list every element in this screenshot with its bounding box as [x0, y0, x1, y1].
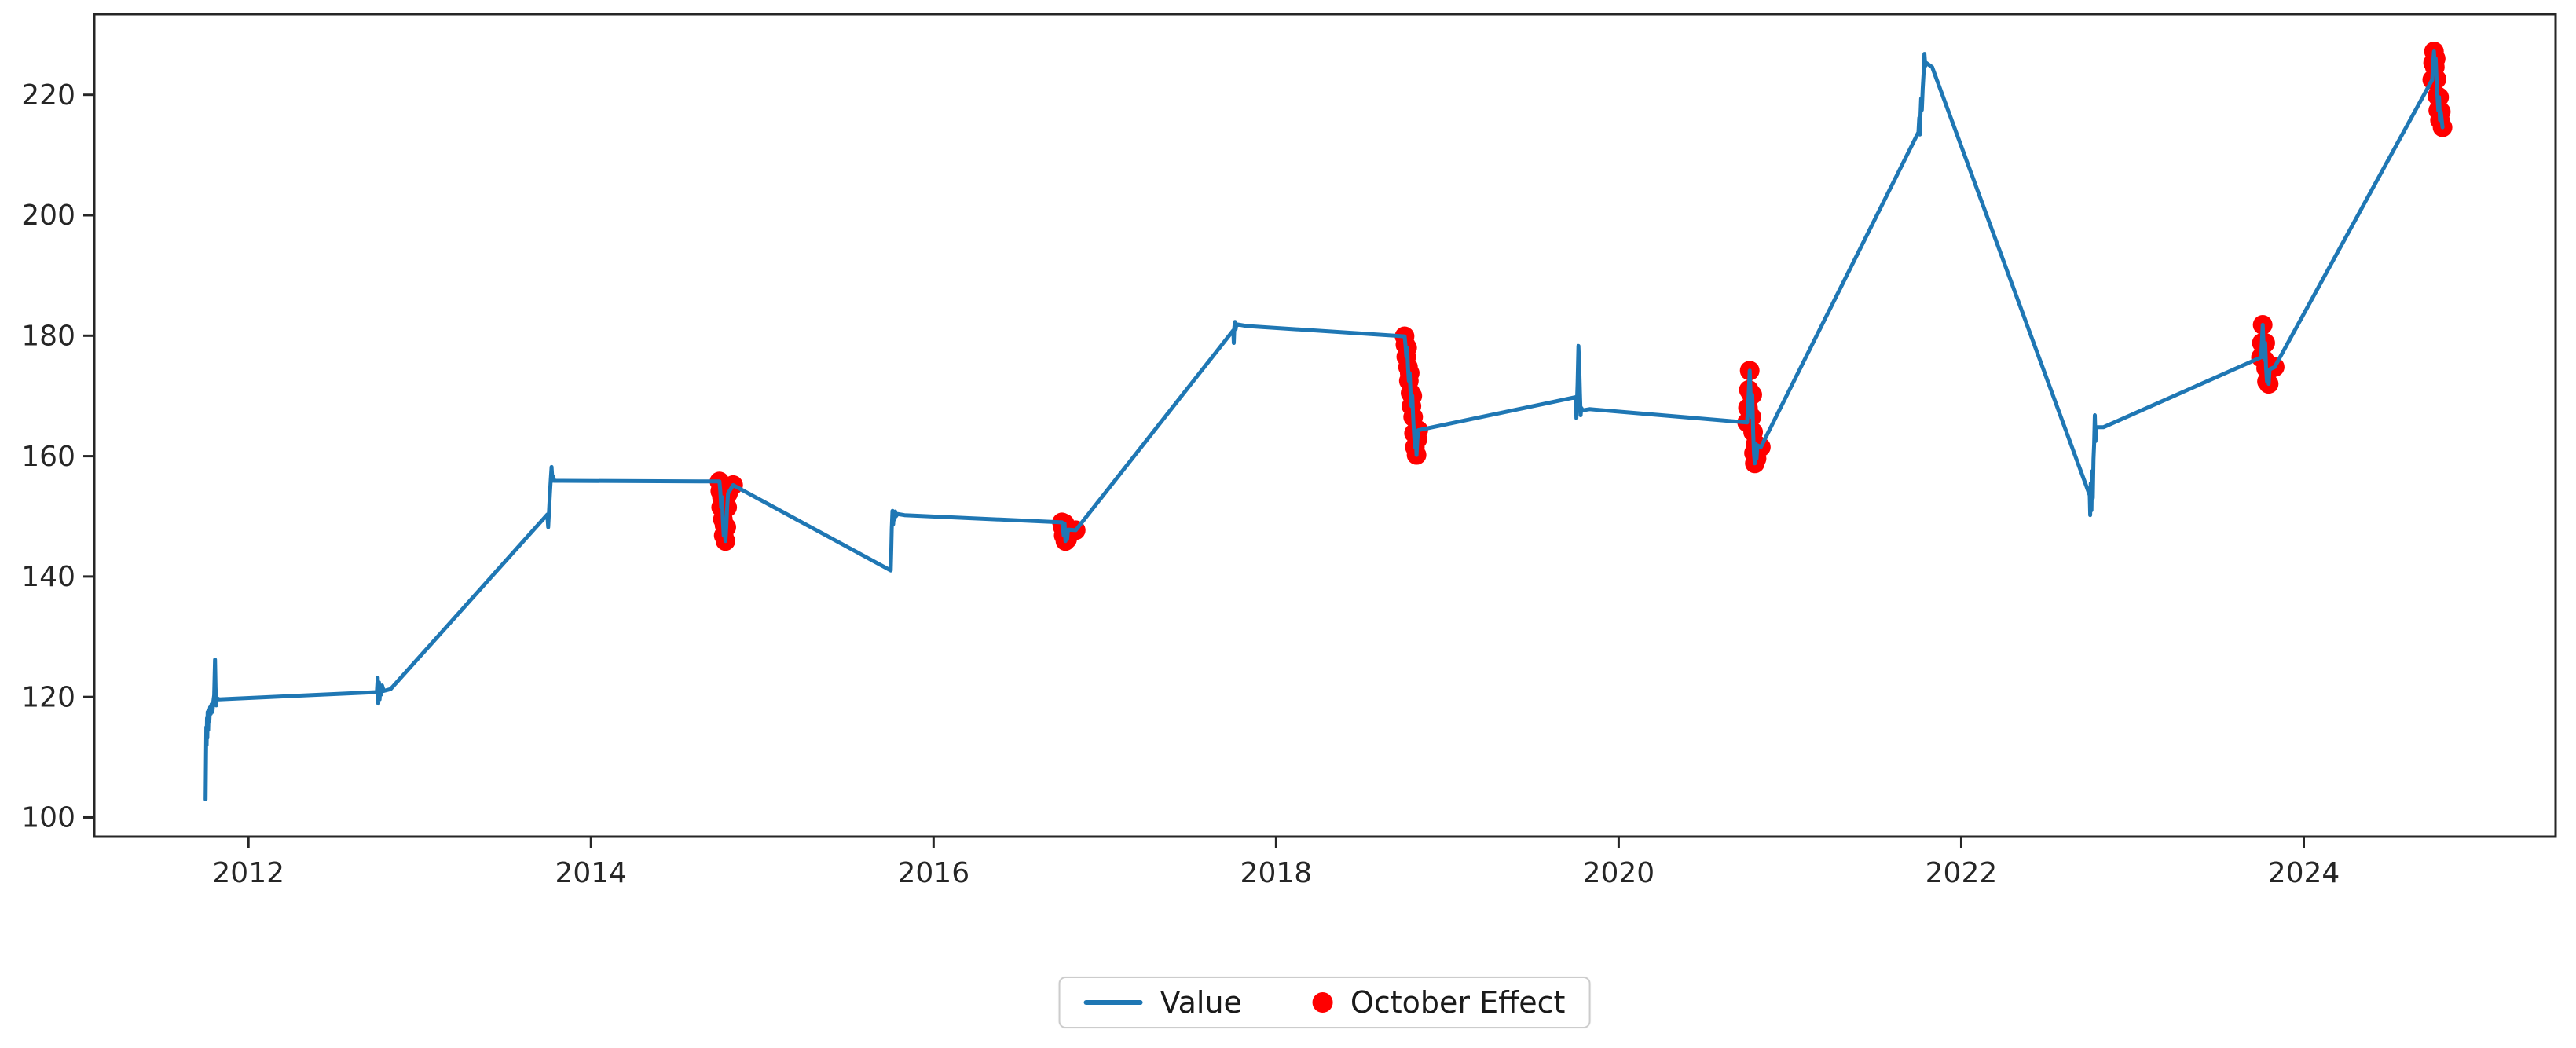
legend-item-october-effect: October Effect [1312, 985, 1566, 1020]
x-tick-label: 2024 [2268, 857, 2340, 889]
x-axis: 2012 2014 2016 2018 2020 2022 2024 [212, 837, 2340, 889]
x-tick-label: 2016 [898, 857, 970, 889]
x-tick-label: 2022 [1926, 857, 1998, 889]
x-tick-label: 2012 [212, 857, 284, 889]
legend: Value October Effect [1058, 977, 1591, 1028]
y-tick-label: 140 [21, 561, 75, 593]
y-tick-label: 160 [21, 441, 75, 473]
october-effect-dot-swatch [1312, 992, 1333, 1013]
legend-item-value: Value [1083, 985, 1242, 1020]
legend-label-value: Value [1160, 985, 1242, 1020]
y-tick-label: 180 [21, 321, 75, 353]
legend-label-october-effect: October Effect [1350, 985, 1566, 1020]
value-line-swatch [1083, 1000, 1143, 1005]
y-axis: 100 120 140 160 180 200 220 [21, 79, 94, 834]
value-line [203, 49, 2445, 801]
y-tick-label: 200 [21, 200, 75, 232]
y-tick-label: 120 [21, 681, 75, 713]
y-tick-label: 220 [21, 79, 75, 112]
axes-frame [93, 13, 2557, 838]
x-tick-label: 2020 [1583, 857, 1655, 889]
plot-root: 2012 2014 2016 2018 2020 2022 2024 100 120 140 160… [21, 13, 2557, 889]
y-tick-label: 100 [21, 802, 75, 834]
x-tick-label: 2018 [1240, 857, 1313, 889]
october-effect-scatter [709, 42, 2453, 551]
x-tick-label: 2014 [555, 857, 627, 889]
